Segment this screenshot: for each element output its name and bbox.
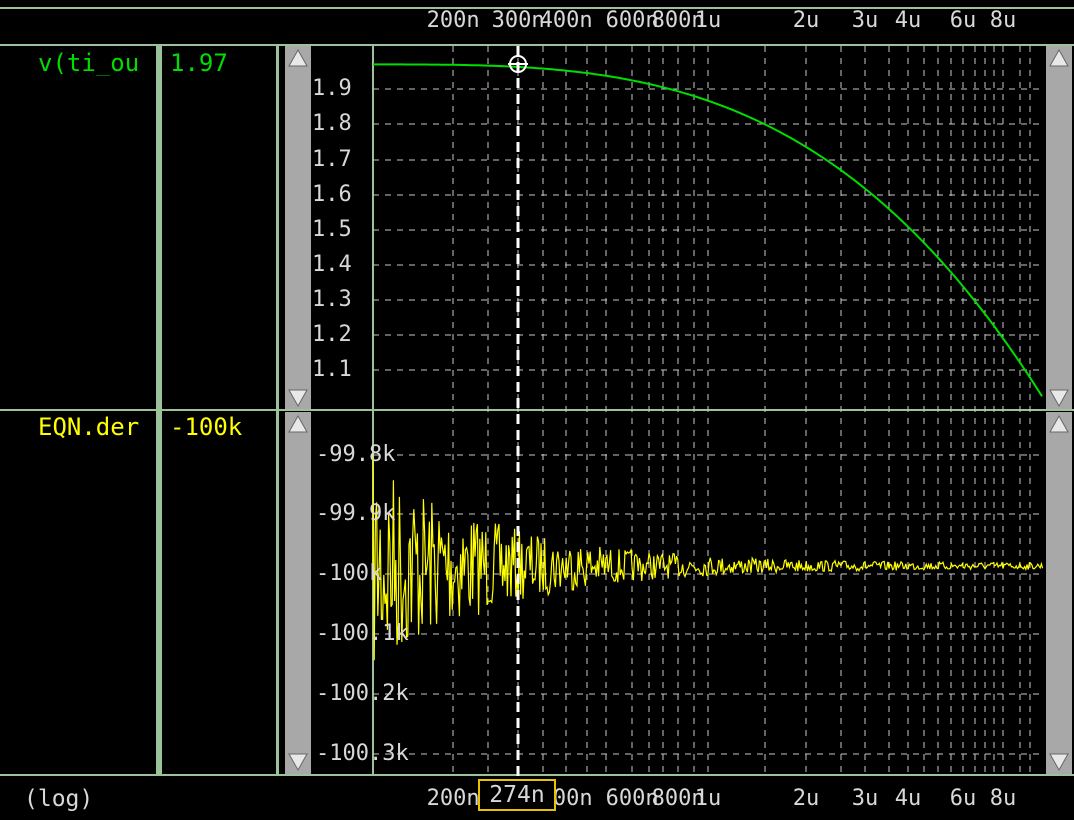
scrollbar-arrows-icon [288, 414, 308, 772]
pane1-signal-name[interactable]: v(ti_ou [38, 50, 140, 76]
pane1-y-tick-label: 1.4 [312, 252, 352, 277]
cursor-time-readout[interactable]: 274n [478, 779, 556, 811]
bottom-axis-tick-label: 200n [426, 786, 480, 811]
pane2-signal-name[interactable]: EQN.der [38, 414, 140, 440]
top-axis-tick-label: 2u [792, 8, 820, 33]
pane2-y-tick-label: -100.3k [316, 741, 409, 766]
bottom-axis-tick-label: 1u [694, 786, 722, 811]
pane2-waveform [372, 452, 1044, 661]
pane1-y-tick-label: 1.8 [312, 111, 352, 136]
top-axis-tick-label: 6u [949, 8, 977, 33]
bottom-axis-tick-label: 3u [851, 786, 879, 811]
pane2-cursor-readout: -100k [170, 413, 243, 441]
top-axis-tick-label: 600n [605, 8, 659, 33]
bottom-axis-tick-label: 4u [894, 786, 922, 811]
pane1-left-scrollbar[interactable] [285, 46, 311, 410]
top-axis-tick-label: 200n [426, 8, 480, 33]
pane2-y-tick-label: -100.2k [316, 681, 409, 706]
scrollbar-arrows-icon [288, 48, 308, 408]
pane1-y-tick-label: 1.6 [312, 182, 352, 207]
log-mode-label[interactable]: (log) [24, 786, 94, 812]
top-axis-tick-label: 800n [651, 8, 705, 33]
top-axis-tick-label: 300n [491, 8, 545, 33]
bottom-axis-tick-label: 6u [949, 786, 977, 811]
pane2-y-tick-label: -99.8k [316, 442, 396, 467]
scrollbar-arrows-icon [1049, 414, 1069, 772]
top-axis-tick-label: 4u [894, 8, 922, 33]
pane1-cursor-readout: 1.97 [170, 49, 228, 77]
bottom-axis-tick-label: 600n [605, 786, 659, 811]
pane1-y-tick-label: 1.3 [312, 287, 352, 312]
pane2-right-scrollbar[interactable] [1046, 412, 1072, 774]
pane1-y-tick-label: 1.2 [312, 322, 352, 347]
bottom-axis-tick-label: 8u [989, 786, 1017, 811]
pane1-right-scrollbar[interactable] [1046, 46, 1072, 410]
pane1-y-tick-label: 1.5 [312, 217, 352, 242]
pane1-y-tick-label: 1.1 [312, 357, 352, 382]
top-axis-tick-label: 1u [694, 8, 722, 33]
pane1-y-tick-label: 1.7 [312, 147, 352, 172]
pane1-y-tick-label: 1.9 [312, 76, 352, 101]
pane1-waveform [373, 63, 1043, 397]
pane2-y-tick-label: -99.9k [316, 501, 396, 526]
top-axis-tick-label: 8u [989, 8, 1017, 33]
pane2-y-tick-label: -100k [316, 561, 383, 586]
top-axis-tick-label: 3u [851, 8, 879, 33]
bottom-axis-tick-label: 800n [651, 786, 705, 811]
top-axis-tick-label: 400n [539, 8, 593, 33]
pane2-y-tick-label: -100.1k [316, 621, 409, 646]
pane2-left-scrollbar[interactable] [285, 412, 311, 774]
bottom-axis-tick-label: 2u [792, 786, 820, 811]
scrollbar-arrows-icon [1049, 48, 1069, 408]
